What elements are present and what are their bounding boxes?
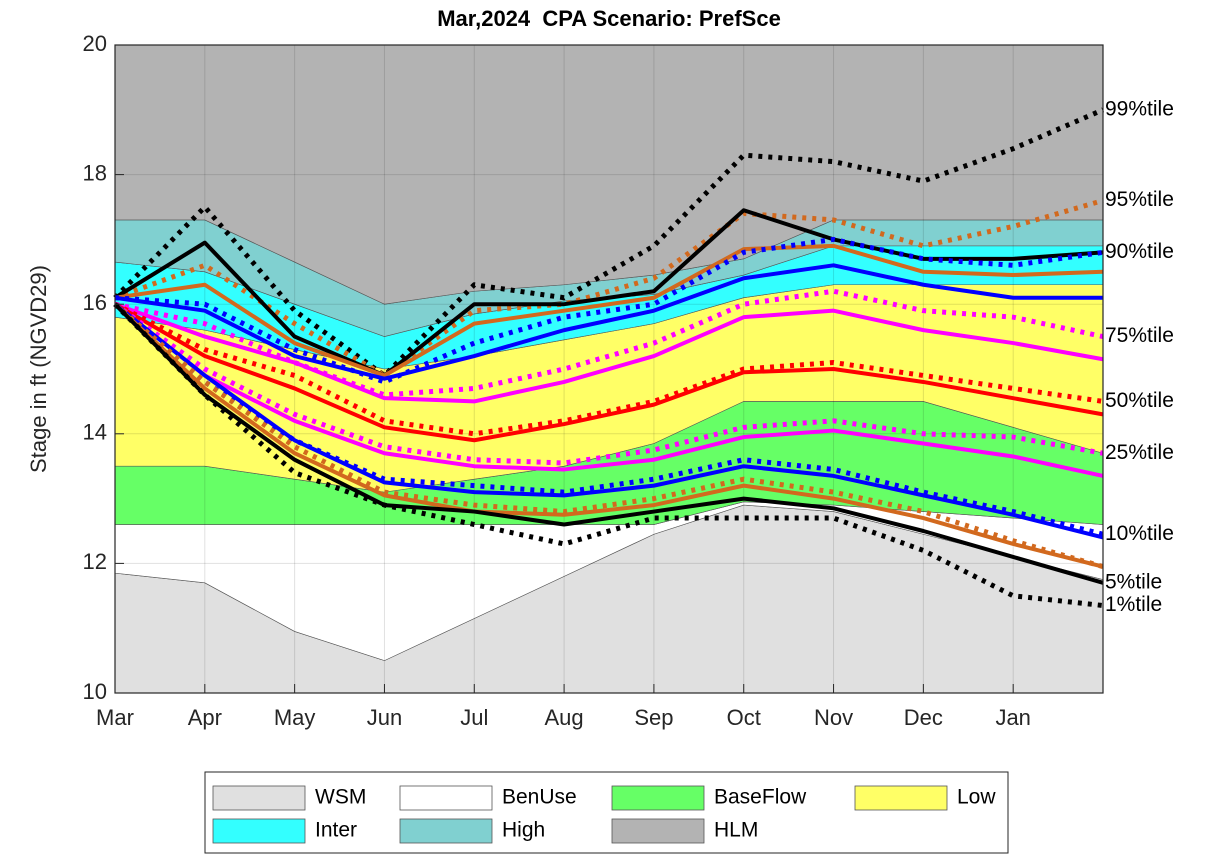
percentile-line <box>113 302 1104 569</box>
percentile-line <box>114 263 1103 381</box>
percentile-label: 99%tile <box>1105 97 1174 120</box>
legend-swatch <box>399 785 493 811</box>
plot-frame <box>114 44 1104 694</box>
legend-swatch <box>611 818 705 844</box>
x-tick-label: May <box>274 705 316 730</box>
percentile-line <box>113 302 1104 466</box>
percentile-line <box>113 301 1104 437</box>
legend-swatch <box>212 818 306 844</box>
legend-label: BaseFlow <box>714 786 807 809</box>
percentile-label: 90%tile <box>1105 240 1174 263</box>
percentile-line <box>113 208 1104 378</box>
x-tick-label: Nov <box>814 705 853 730</box>
percentile-line <box>114 302 1104 404</box>
legend-swatch <box>399 818 493 844</box>
legend-box <box>204 771 1009 854</box>
percentile-line <box>114 198 1104 378</box>
percentile-line <box>114 302 1104 443</box>
x-tick-label: Mar <box>96 705 134 730</box>
percentile-label: 5%tile <box>1105 570 1162 593</box>
x-tick-label: Jul <box>460 705 488 730</box>
y-tick-label: 16 <box>83 290 107 315</box>
axes: 10 12 14 16 18 20 Mar Apr May Jun Jul Aug Sep Oct Nov D… <box>83 31 1104 730</box>
percentile-line <box>113 302 1104 609</box>
percentile-label: 1%tile <box>1105 593 1162 616</box>
legend-swatch <box>212 785 306 811</box>
x-tick-label: Dec <box>904 705 943 730</box>
percentile-line <box>113 107 1104 378</box>
lines <box>113 107 1104 609</box>
percentile-label: 95%tile <box>1105 188 1174 211</box>
y-tick-label: 14 <box>83 420 107 445</box>
percentile-label: 10%tile <box>1105 522 1174 545</box>
percentile-line <box>113 302 1104 540</box>
percentile-line <box>114 288 1104 398</box>
y-tick-label: 10 <box>83 679 107 704</box>
legend-swatch <box>611 785 705 811</box>
x-tick-label: Jan <box>995 705 1030 730</box>
legend: WSM BenUse BaseFlow Low Inter High HLM <box>212 785 996 844</box>
legend-label: HLM <box>714 819 758 842</box>
percentile-line <box>114 236 1104 385</box>
legend-label: BenUse <box>502 786 577 809</box>
legend-label: WSM <box>315 786 366 809</box>
x-tick-label: Aug <box>545 705 584 730</box>
percentile-line <box>113 302 1104 585</box>
percentile-label: 75%tile <box>1105 324 1174 347</box>
chart-title: Mar,2024 CPA Scenario: PrefSce <box>437 6 781 31</box>
legend-label: Inter <box>315 819 357 842</box>
legend-swatch <box>854 785 948 811</box>
y-tick-label: 18 <box>83 160 107 185</box>
x-tick-label: Sep <box>634 705 673 730</box>
percentile-line <box>113 302 1104 478</box>
percentile-line <box>114 243 1104 378</box>
y-axis-label: Stage in ft (NGVD29) <box>26 265 51 473</box>
percentile-label: 25%tile <box>1105 441 1174 464</box>
y-tick-label: 12 <box>83 549 107 574</box>
legend-label: Low <box>957 786 996 809</box>
y-tick-label: 20 <box>83 31 107 56</box>
percentile-label: 50%tile <box>1105 389 1174 412</box>
legend-label: High <box>502 819 545 842</box>
x-tick-label: Jun <box>367 705 402 730</box>
x-tick-label: Oct <box>727 705 761 730</box>
percentile-line <box>113 302 1104 570</box>
x-tick-label: Apr <box>188 705 222 730</box>
